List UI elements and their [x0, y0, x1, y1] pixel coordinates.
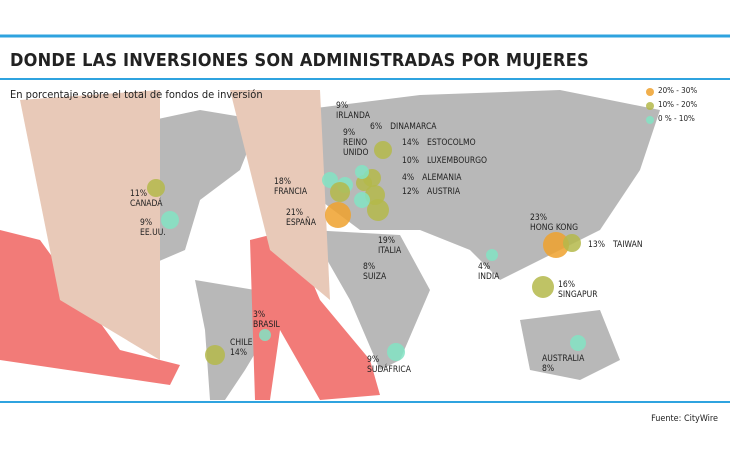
location-value: 9% — [336, 101, 349, 111]
location-label: 8% SUIZA — [363, 262, 386, 282]
location-label: 4% INDIA — [478, 262, 499, 282]
location-bubble — [543, 232, 569, 258]
location-label: 4% ALEMANIA — [402, 173, 462, 183]
location-bubble — [354, 192, 370, 208]
legend-label: 10% - 20% — [658, 100, 698, 109]
location-value: 16% — [558, 280, 575, 290]
location-value: 10% — [402, 156, 419, 166]
location-label: 9% IRLANDA — [336, 101, 370, 121]
title: DONDE LAS INVERSIONES SON ADMINISTRADAS … — [10, 50, 589, 71]
location-name: TAIWAN — [613, 240, 643, 250]
location-value: 8% — [363, 262, 376, 272]
location-value: 9% — [367, 355, 380, 365]
location-name: ITALIA — [378, 246, 402, 256]
location-value: 21% — [286, 208, 303, 218]
location-bubble — [330, 182, 350, 202]
location-name: HONG KONG — [530, 223, 579, 233]
location-name: IRLANDA — [336, 111, 370, 121]
location-label: 10% LUXEMBOURGO — [402, 156, 487, 166]
location-name: SINGAPUR — [558, 290, 598, 300]
location-name: REINO UNIDO — [343, 138, 369, 158]
location-value: 23% — [530, 213, 547, 223]
location-value: 6% — [370, 122, 383, 132]
location-name: SUDÁFRICA — [367, 365, 411, 375]
location-value: 4% — [478, 262, 491, 272]
location-bubble — [205, 345, 225, 365]
location-bubble — [570, 335, 586, 351]
location-bubble — [356, 175, 372, 191]
location-label: AUSTRALIA 8% — [542, 354, 584, 374]
legend-swatch — [646, 116, 654, 124]
location-name: FRANCIA — [274, 187, 308, 197]
location-bubble — [387, 343, 405, 361]
location-name: ALEMANIA — [422, 173, 462, 183]
location-value: 3% — [253, 310, 266, 320]
location-label: 19% ITALIA — [378, 236, 401, 256]
location-bubble — [374, 141, 392, 159]
location-label: 13% TAIWAN — [588, 240, 643, 250]
location-name: CANADÁ — [130, 199, 163, 209]
source: Fuente: CityWire — [651, 414, 718, 424]
location-label: 3% BRASIL — [253, 310, 280, 330]
legend-label: 20% - 30% — [658, 86, 698, 95]
location-value: 14% — [230, 348, 247, 358]
location-bubble — [486, 249, 498, 261]
location-bubble — [532, 276, 554, 298]
location-value: 14% — [402, 138, 419, 148]
location-label: 12% AUSTRIA — [402, 187, 460, 197]
location-label: 9% REINO UNIDO — [343, 128, 371, 158]
location-name: BRASIL — [253, 320, 280, 330]
location-label: 9% SUDÁFRICA — [367, 355, 411, 375]
location-value: 12% — [402, 187, 419, 197]
location-bubble — [259, 329, 271, 341]
location-name: EE.UU. — [140, 228, 166, 238]
location-label: 11% CANADÁ — [130, 189, 163, 209]
location-bubble — [161, 211, 179, 229]
location-bubble — [325, 202, 351, 228]
location-value: 9% — [140, 218, 153, 228]
subtitle: En porcentaje sobre el total de fondos d… — [10, 88, 263, 101]
location-name: AUSTRALIA — [542, 354, 585, 364]
location-label: 21% ESPAÑA — [286, 208, 316, 228]
location-label: 14% ESTOCOLMO — [402, 138, 476, 148]
location-name: ESTOCOLMO — [427, 138, 476, 148]
location-label: 6% DINAMARCA — [370, 122, 437, 132]
location-name: CHILE — [230, 338, 253, 348]
location-value: 9% — [343, 128, 356, 138]
location-label: 9% EE.UU. — [140, 218, 166, 238]
legend-swatch — [646, 88, 654, 96]
location-name: ESPAÑA — [286, 218, 316, 228]
location-name: DINAMARCA — [390, 122, 437, 132]
location-bubble — [563, 234, 581, 252]
location-value: 8% — [542, 364, 555, 374]
location-label: 18% FRANCIA — [274, 177, 307, 197]
legend-swatch — [646, 102, 654, 110]
legend-label: 0 % - 10% — [658, 114, 695, 123]
location-value: 4% — [402, 173, 415, 183]
location-value: 13% — [588, 240, 605, 250]
location-value: 11% — [130, 189, 147, 199]
location-value: 19% — [378, 236, 395, 246]
shoes — [0, 230, 380, 400]
location-name: SUIZA — [363, 272, 387, 282]
location-name: LUXEMBOURGO — [427, 156, 488, 166]
location-value: 18% — [274, 177, 291, 187]
location-label: 23% HONG KONG — [530, 213, 578, 233]
location-label: CHILE 14% — [230, 338, 252, 358]
legs — [20, 90, 330, 360]
location-name: AUSTRIA — [427, 187, 461, 197]
location-bubble — [355, 165, 369, 179]
location-name: INDIA — [478, 272, 500, 282]
location-bubble — [147, 179, 165, 197]
location-label: 16% SINGAPUR — [558, 280, 598, 300]
